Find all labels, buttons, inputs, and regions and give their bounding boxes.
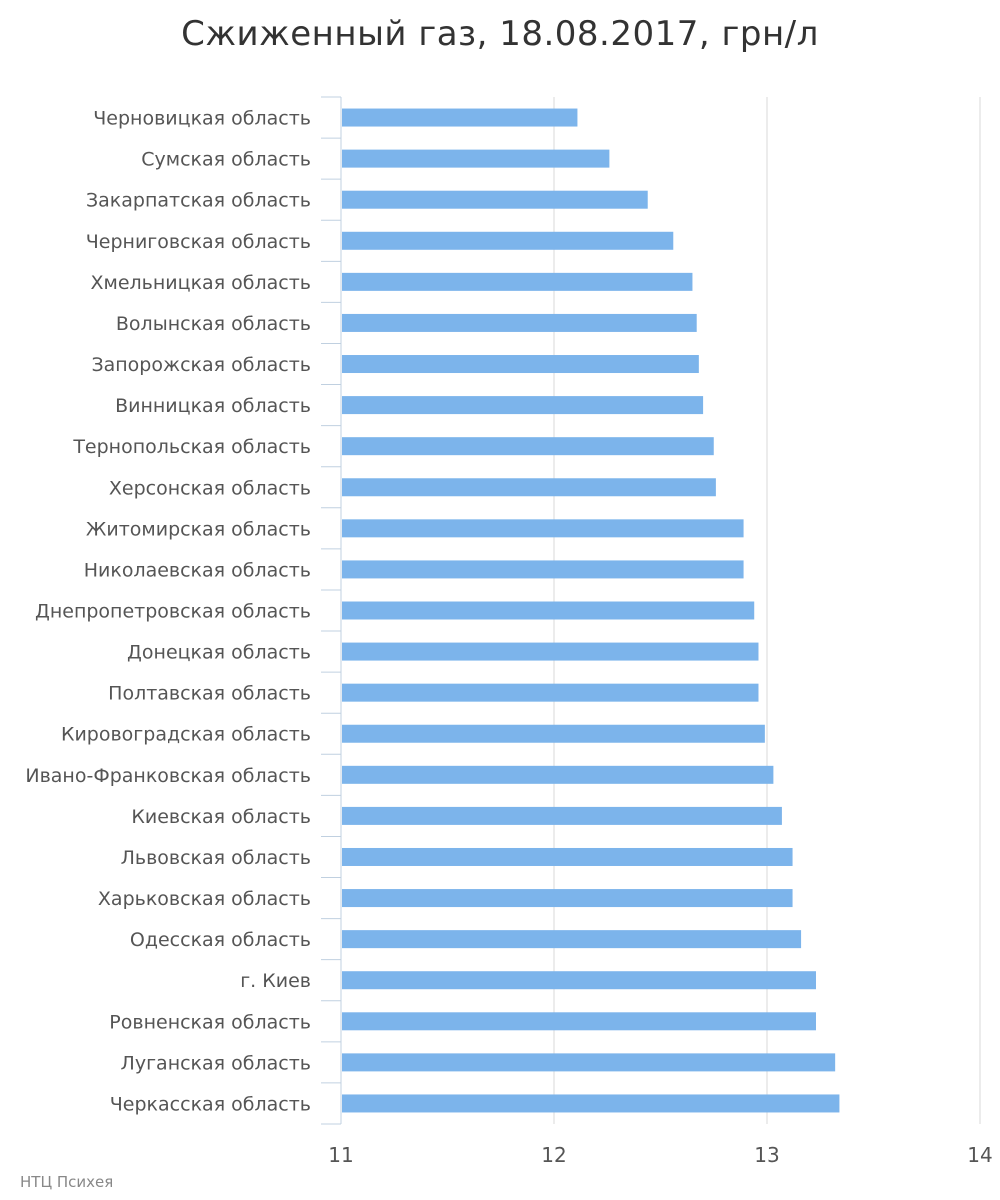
bar [342, 396, 704, 415]
category-axis: Черновицкая область Сумская область Закарп… [25, 96, 342, 1125]
bar [342, 560, 744, 579]
category-label: Хмельницкая область [90, 272, 311, 294]
category-label: Запорожская область [91, 354, 311, 376]
category-label: Харьковская область [98, 888, 311, 910]
category-label: Черниговская область [86, 231, 311, 253]
bar [342, 355, 699, 374]
bar [342, 1012, 816, 1031]
category-label: Ивано-Франковская область [25, 765, 311, 787]
bar [342, 1053, 836, 1072]
bar [342, 930, 802, 949]
category-label: Черновицкая область [93, 108, 311, 130]
bar [342, 478, 716, 497]
category-label: Житомирская область [86, 518, 311, 540]
bar [342, 601, 755, 620]
x-tick-label: 13 [754, 1143, 779, 1167]
category-label: Винницкая область [115, 395, 311, 417]
value-axis: 11 12 13 14 [328, 1143, 992, 1167]
category-label: Днепропетровская область [35, 601, 311, 623]
category-label: Тернопольская область [72, 436, 311, 458]
x-tick-label: 11 [328, 1143, 353, 1167]
category-label: Николаевская область [84, 559, 311, 581]
category-label: Волынская область [116, 313, 311, 335]
bar [342, 313, 697, 332]
bar [342, 889, 793, 908]
x-tick-label: 12 [541, 1143, 566, 1167]
category-label: Черкасская область [110, 1093, 311, 1115]
bar [342, 272, 693, 291]
bar [342, 108, 578, 127]
category-label: г. Киев [240, 970, 311, 992]
bar [342, 149, 610, 168]
category-label: Сумская область [141, 149, 311, 171]
bar [342, 519, 744, 538]
category-label: Полтавская область [108, 683, 311, 705]
bar [342, 806, 782, 825]
category-label: Львовская область [121, 847, 311, 869]
category-label: Киевская область [131, 806, 311, 828]
bar [342, 231, 674, 250]
bar [342, 642, 759, 661]
credit-text: НТЦ Психея [20, 1173, 114, 1191]
bar [342, 1094, 840, 1113]
category-label: Ровненская область [109, 1011, 311, 1033]
category-label: Луганская область [121, 1052, 311, 1074]
bars [342, 108, 840, 1113]
bar [342, 683, 759, 702]
category-label: Херсонская область [109, 477, 311, 499]
category-label: Закарпатская область [86, 190, 311, 212]
bar [342, 765, 774, 784]
chart-title: Сжиженный газ, 18.08.2017, грн/л [181, 14, 819, 54]
bar [342, 971, 816, 990]
category-label: Одесская область [130, 929, 311, 951]
bar [342, 847, 793, 866]
category-label: Донецкая область [127, 642, 311, 664]
bar [342, 190, 648, 209]
x-tick-label: 14 [967, 1143, 992, 1167]
category-label: Кировоградская область [61, 724, 311, 746]
bar [342, 724, 765, 743]
bar [342, 437, 714, 456]
